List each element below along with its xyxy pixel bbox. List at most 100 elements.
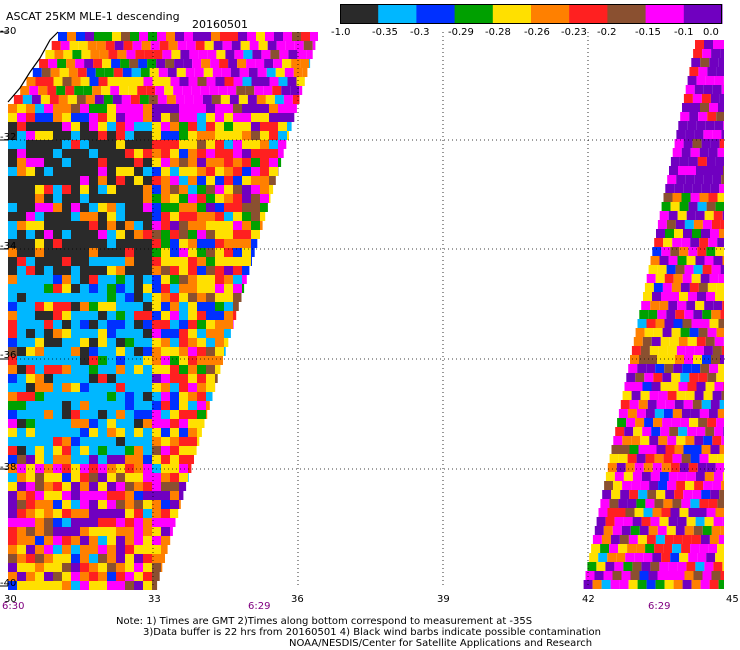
swath-pixel xyxy=(80,509,89,518)
swath-pixel xyxy=(635,418,645,427)
swath-pixel xyxy=(125,356,134,365)
swath-pixel xyxy=(721,346,724,355)
swath-pixel xyxy=(620,400,630,409)
swath-pixel xyxy=(197,302,206,311)
swath-pixel xyxy=(98,113,107,122)
swath-pixel xyxy=(657,310,667,319)
swath-pixel xyxy=(711,526,721,535)
swath-pixel xyxy=(134,284,143,293)
swath-pixel xyxy=(679,292,688,301)
swath-pixel xyxy=(80,158,89,167)
swath-pixel xyxy=(62,194,71,203)
swath-pixel xyxy=(35,428,44,437)
swath-pixel xyxy=(80,473,89,482)
swath-pixel xyxy=(150,41,160,50)
swath-pixel xyxy=(71,194,80,203)
swath-pixel xyxy=(152,167,161,176)
swath-pixel xyxy=(648,265,658,274)
swath-pixel xyxy=(697,553,707,562)
swath-pixel xyxy=(125,392,134,401)
swath-pixel xyxy=(125,374,134,383)
swath-pixel xyxy=(152,257,161,266)
swath-pixel xyxy=(687,166,696,175)
swath-pixel xyxy=(125,140,134,149)
swath-pixel xyxy=(53,365,62,374)
swath-pixel xyxy=(709,580,719,589)
swath-pixel xyxy=(260,185,269,194)
swath-pixel xyxy=(657,355,666,364)
swath-pixel xyxy=(233,77,243,86)
swath-pixel xyxy=(605,562,615,571)
swath-pixel xyxy=(26,311,35,320)
swath-pixel xyxy=(657,571,667,580)
swath-pixel xyxy=(17,473,26,482)
swath-pixel xyxy=(116,437,125,446)
swath-pixel xyxy=(242,194,251,203)
swath-pixel xyxy=(62,554,71,563)
swath-pixel xyxy=(596,562,606,571)
swath-pixel xyxy=(179,410,188,419)
swath-pixel xyxy=(62,536,71,545)
swath-pixel xyxy=(161,410,170,419)
colorbar-swatch xyxy=(454,4,494,24)
swath-pixel xyxy=(179,365,188,374)
swath-pixel xyxy=(680,418,690,427)
swath-pixel xyxy=(35,113,44,122)
swath-pixel xyxy=(116,536,125,545)
swath-pixel xyxy=(679,202,689,211)
swath-pixel xyxy=(179,167,188,176)
swath-pixel xyxy=(194,68,204,77)
swath-pixel xyxy=(8,140,17,149)
swath-pixel xyxy=(98,473,107,482)
swath-pixel xyxy=(116,392,125,401)
swath-pixel xyxy=(125,383,134,392)
swath-pixel xyxy=(8,518,17,527)
swath-pixel xyxy=(80,527,89,536)
swath-pixel xyxy=(44,329,53,338)
swath-pixel xyxy=(170,437,179,446)
swath-pixel xyxy=(53,257,62,266)
swath-pixel xyxy=(53,401,62,410)
swath-pixel xyxy=(62,275,71,284)
swath-pixel xyxy=(161,338,170,347)
swath-pixel xyxy=(197,266,206,275)
swath-pixel xyxy=(62,545,71,554)
swath-pixel xyxy=(17,581,26,590)
swath-pixel xyxy=(170,203,179,212)
swath-pixel xyxy=(703,436,713,445)
swath-pixel xyxy=(161,77,171,86)
swath-pixel xyxy=(698,328,708,337)
swath-pixel xyxy=(53,311,62,320)
swath-pixel xyxy=(215,194,224,203)
swath-pixel xyxy=(635,328,645,337)
swath-pixel xyxy=(152,446,161,455)
swath-pixel xyxy=(40,95,50,104)
swath-pixel xyxy=(17,356,26,365)
swath-pixel xyxy=(643,508,653,517)
swath-pixel xyxy=(44,275,53,284)
swath-pixel xyxy=(170,131,179,140)
swath-pixel xyxy=(48,59,58,68)
swath-pixel xyxy=(607,463,617,472)
swath-pixel xyxy=(646,580,656,589)
swath-pixel xyxy=(686,256,696,265)
swath-pixel xyxy=(53,374,62,383)
swath-pixel xyxy=(98,455,107,464)
swath-pixel xyxy=(98,518,107,527)
swath-pixel xyxy=(269,77,279,86)
swath-pixel xyxy=(688,553,698,562)
swath-pixel xyxy=(677,472,687,481)
swath-pixel xyxy=(116,212,125,221)
swath-pixel xyxy=(166,32,175,41)
swath-pixel xyxy=(53,572,62,581)
swath-pixel xyxy=(709,103,718,112)
swath-pixel xyxy=(266,68,276,77)
swath-pixel xyxy=(35,536,44,545)
swath-pixel xyxy=(697,508,707,517)
swath-pixel xyxy=(179,338,188,347)
swath-pixel xyxy=(660,382,670,391)
swath-pixel xyxy=(8,419,17,428)
swath-pixel xyxy=(107,302,116,311)
swath-pixel xyxy=(633,427,643,436)
swath-pixel xyxy=(80,437,89,446)
